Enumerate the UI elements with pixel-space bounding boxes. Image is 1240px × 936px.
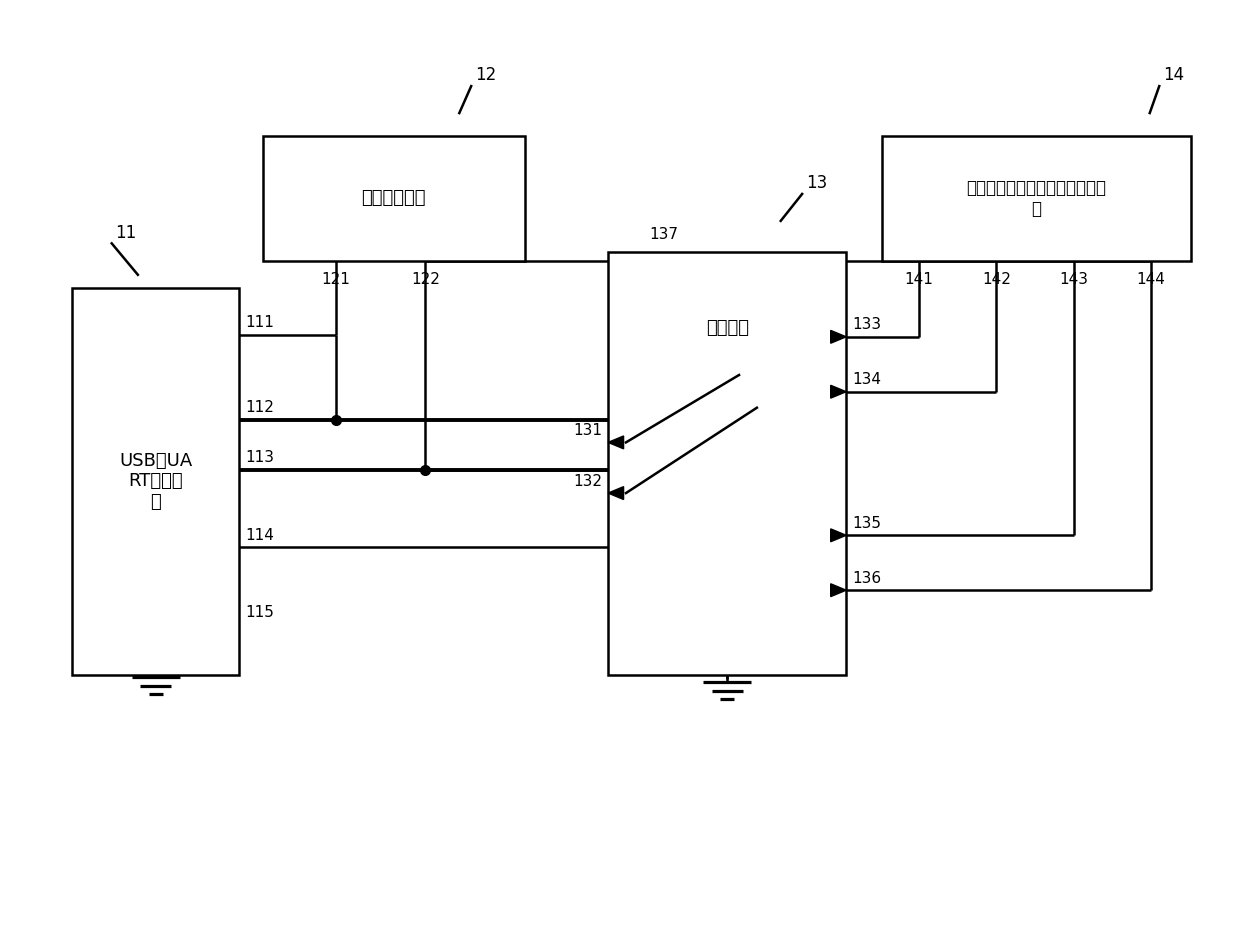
Text: 132: 132 — [573, 474, 603, 489]
Text: 122: 122 — [410, 272, 440, 287]
Text: 11: 11 — [115, 224, 136, 241]
Text: 电源管理芯片: 电源管理芯片 — [362, 189, 427, 208]
Text: 115: 115 — [246, 605, 274, 620]
Bar — [72, 288, 239, 675]
Text: 141: 141 — [905, 272, 934, 287]
Text: 133: 133 — [852, 317, 882, 332]
Polygon shape — [831, 529, 846, 542]
Text: 143: 143 — [1059, 272, 1089, 287]
Text: 111: 111 — [246, 315, 274, 330]
Text: 134: 134 — [852, 373, 882, 388]
Text: 131: 131 — [573, 423, 603, 438]
Text: 142: 142 — [982, 272, 1011, 287]
Polygon shape — [831, 386, 846, 398]
Text: 13: 13 — [806, 174, 827, 192]
Text: 12: 12 — [475, 66, 496, 84]
Text: 135: 135 — [852, 516, 882, 531]
Text: 14: 14 — [1163, 66, 1184, 84]
Bar — [882, 136, 1192, 261]
Text: 121: 121 — [321, 272, 351, 287]
Text: USB与UA
RT复用接
口: USB与UA RT复用接 口 — [119, 452, 192, 511]
Bar — [263, 136, 525, 261]
Text: 136: 136 — [852, 571, 882, 586]
Text: 切换开关: 切换开关 — [706, 319, 749, 337]
Text: 114: 114 — [246, 528, 274, 543]
Text: 144: 144 — [1137, 272, 1166, 287]
Text: 113: 113 — [246, 450, 274, 465]
Polygon shape — [608, 487, 624, 500]
Polygon shape — [831, 330, 846, 344]
Text: 调制解调器芯片和应用处理器芯
片: 调制解调器芯片和应用处理器芯 片 — [967, 179, 1106, 218]
Text: 137: 137 — [650, 227, 678, 241]
Polygon shape — [608, 436, 624, 449]
Bar — [608, 253, 846, 675]
Polygon shape — [831, 584, 846, 596]
Text: 112: 112 — [246, 401, 274, 416]
